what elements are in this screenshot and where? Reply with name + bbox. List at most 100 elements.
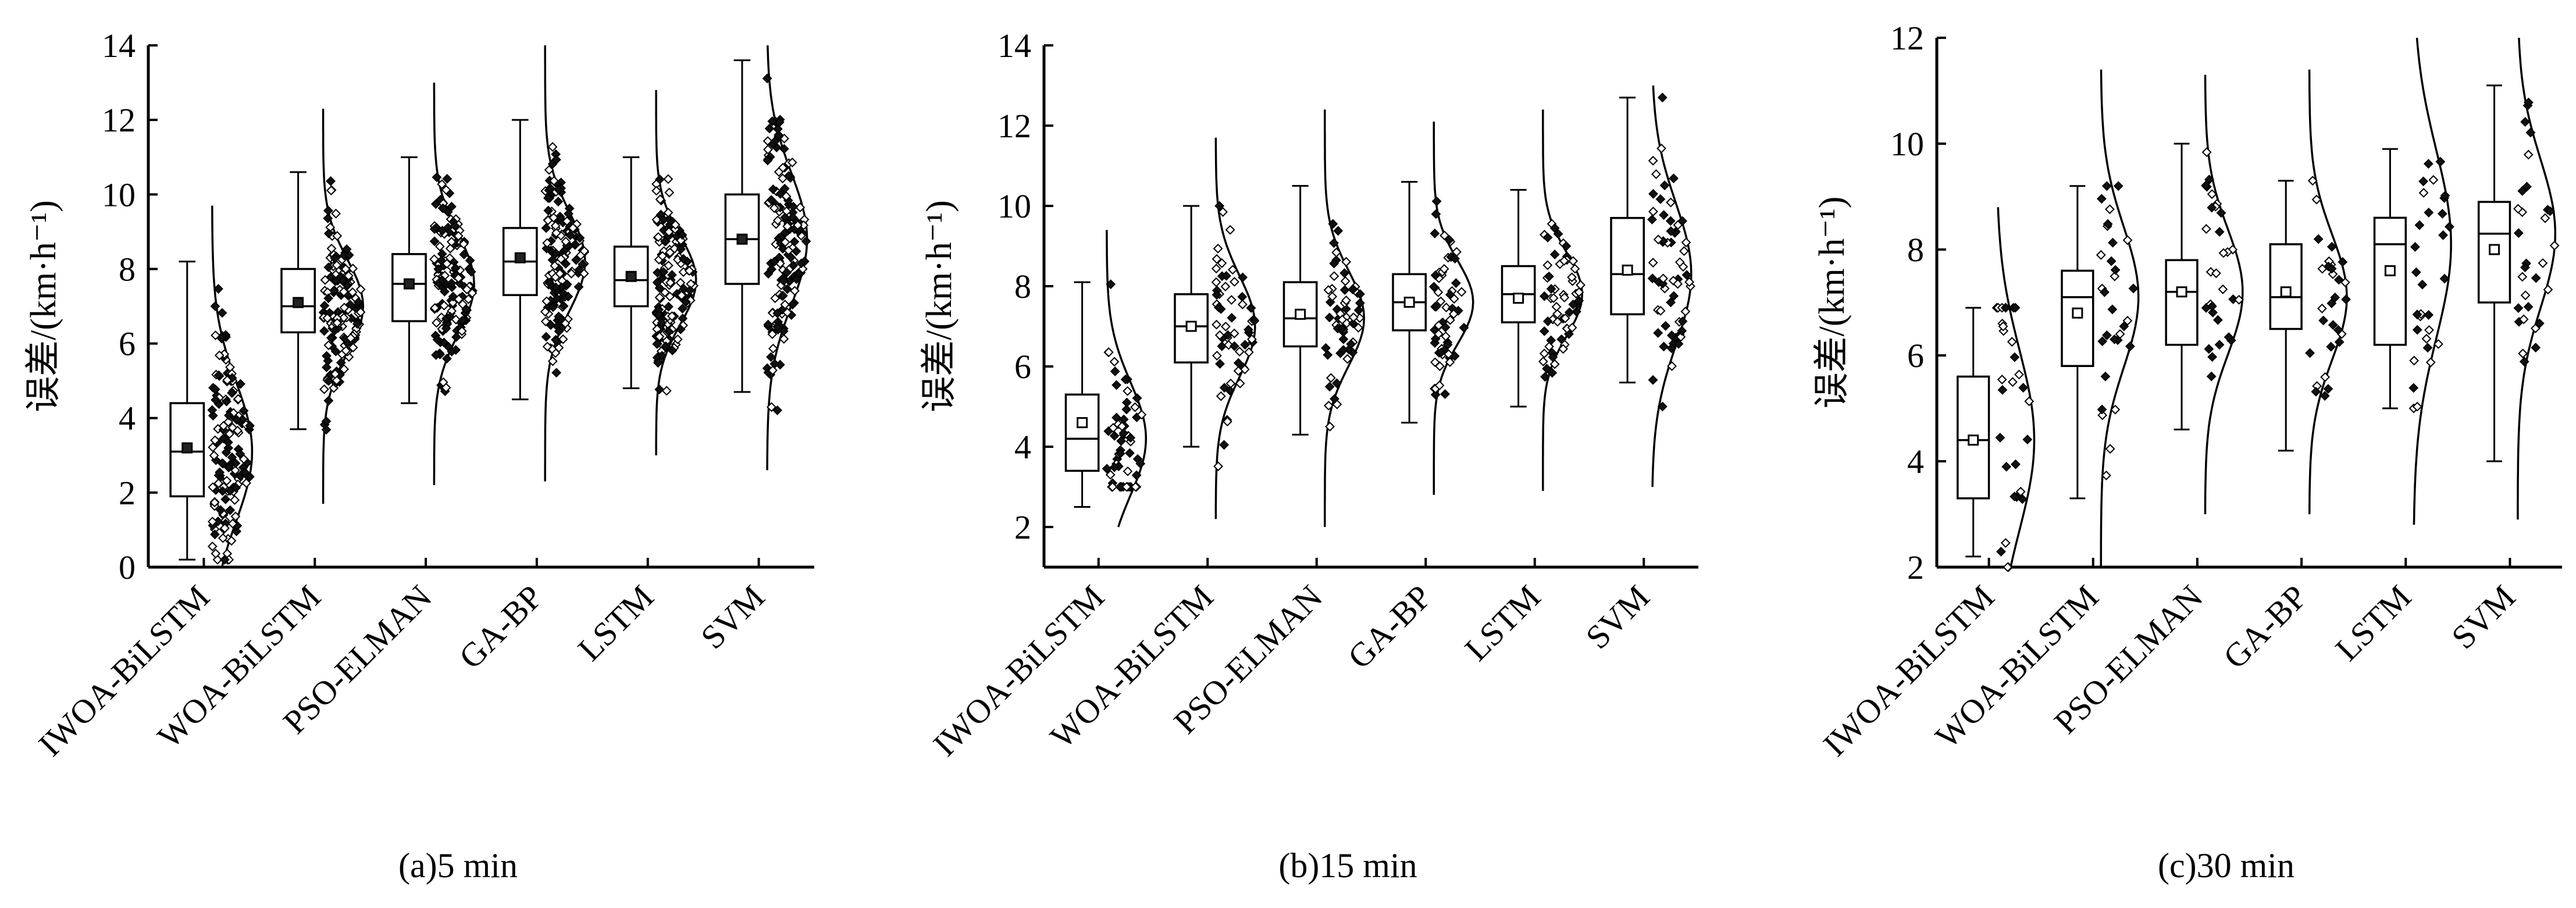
data-point: [1234, 346, 1245, 357]
data-point: [210, 435, 220, 446]
data-point: [658, 225, 669, 236]
data-point: [2214, 227, 2225, 237]
data-point: [2513, 204, 2523, 214]
data-point: [1673, 339, 1684, 349]
data-point: [1428, 282, 1439, 292]
scatter-points: [2305, 176, 2351, 401]
data-point: [579, 246, 589, 256]
data-point: [1539, 291, 1549, 301]
data-point: [1348, 318, 1358, 329]
data-point: [766, 195, 776, 205]
data-point: [2113, 181, 2123, 191]
data-point: [230, 511, 241, 522]
data-point: [1658, 279, 1668, 289]
data-point: [220, 523, 230, 533]
data-point: [1105, 469, 1116, 480]
data-point: [676, 290, 687, 301]
data-point: [571, 255, 582, 265]
data-point: [215, 505, 226, 515]
data-point: [211, 395, 221, 405]
data-point: [1997, 375, 2007, 384]
data-point: [1341, 304, 1351, 314]
data-point: [467, 288, 478, 298]
data-point: [786, 252, 796, 262]
data-point: [772, 405, 782, 415]
data-point: [227, 388, 237, 398]
data-point: [767, 139, 778, 149]
data-point: [323, 293, 334, 304]
data-point: [1217, 341, 1227, 351]
data-point: [793, 220, 803, 230]
data-point: [439, 337, 449, 348]
data-point: [664, 187, 675, 198]
data-point: [1221, 321, 1231, 332]
data-point: [551, 282, 561, 293]
data-point: [1666, 226, 1676, 236]
data-point: [2545, 206, 2555, 216]
data-point: [2125, 341, 2135, 351]
data-point: [2424, 325, 2434, 335]
data-point: [355, 284, 366, 294]
data-point: [1546, 335, 1556, 346]
data-point: [778, 162, 788, 173]
data-point: [429, 236, 440, 247]
data-point: [1329, 271, 1339, 282]
data-point: [1431, 209, 1441, 219]
y-tick-label: 14: [102, 27, 136, 65]
category-label: GA-BP: [2216, 578, 2314, 676]
data-point: [2115, 329, 2125, 339]
data-point: [654, 332, 665, 342]
data-point: [1655, 305, 1666, 316]
data-point: [1576, 280, 1585, 290]
data-point: [2437, 209, 2447, 219]
data-point: [457, 315, 468, 326]
data-point: [653, 268, 662, 278]
data-point: [2212, 315, 2223, 325]
data-point: [210, 529, 220, 540]
data-point: [664, 326, 674, 337]
data-point: [1666, 343, 1677, 354]
data-point: [1103, 347, 1114, 358]
data-point: [1559, 293, 1570, 302]
mean-marker: [293, 297, 304, 308]
data-point: [1212, 290, 1222, 300]
data-point: [541, 243, 552, 254]
data-point: [339, 312, 349, 323]
data-point: [1107, 482, 1118, 492]
data-point: [2408, 383, 2419, 393]
scatter-points: [1102, 279, 1147, 492]
data-point: [352, 319, 362, 329]
data-point: [348, 343, 358, 352]
data-point: [1666, 330, 1677, 341]
data-point: [788, 212, 798, 222]
data-point: [664, 301, 674, 312]
data-point: [2326, 264, 2337, 274]
data-point: [2523, 97, 2534, 108]
data-point: [323, 262, 334, 272]
data-point: [2207, 301, 2217, 311]
data-point: [323, 340, 334, 350]
data-point: [675, 324, 686, 334]
data-point: [780, 237, 790, 247]
data-point: [2107, 304, 2118, 315]
data-point: [441, 258, 452, 269]
data-point: [1244, 347, 1254, 357]
data-point: [229, 408, 238, 418]
data-point: [1214, 330, 1225, 340]
data-point: [2414, 220, 2425, 230]
scatter-points: [2096, 181, 2139, 480]
data-point: [554, 326, 564, 336]
data-point: [332, 260, 342, 270]
data-point: [2520, 290, 2531, 301]
mean-marker: [625, 270, 637, 282]
data-point: [1227, 265, 1238, 275]
data-point: [1329, 258, 1339, 269]
data-point: [1441, 331, 1451, 341]
category-label: LSTM: [1458, 578, 1548, 668]
data-point: [213, 284, 223, 294]
data-point: [2340, 277, 2350, 287]
data-point: [1440, 230, 1450, 241]
category-group-svm: SVM: [1579, 85, 1695, 656]
data-point: [2438, 230, 2448, 240]
data-point: [2097, 410, 2108, 421]
